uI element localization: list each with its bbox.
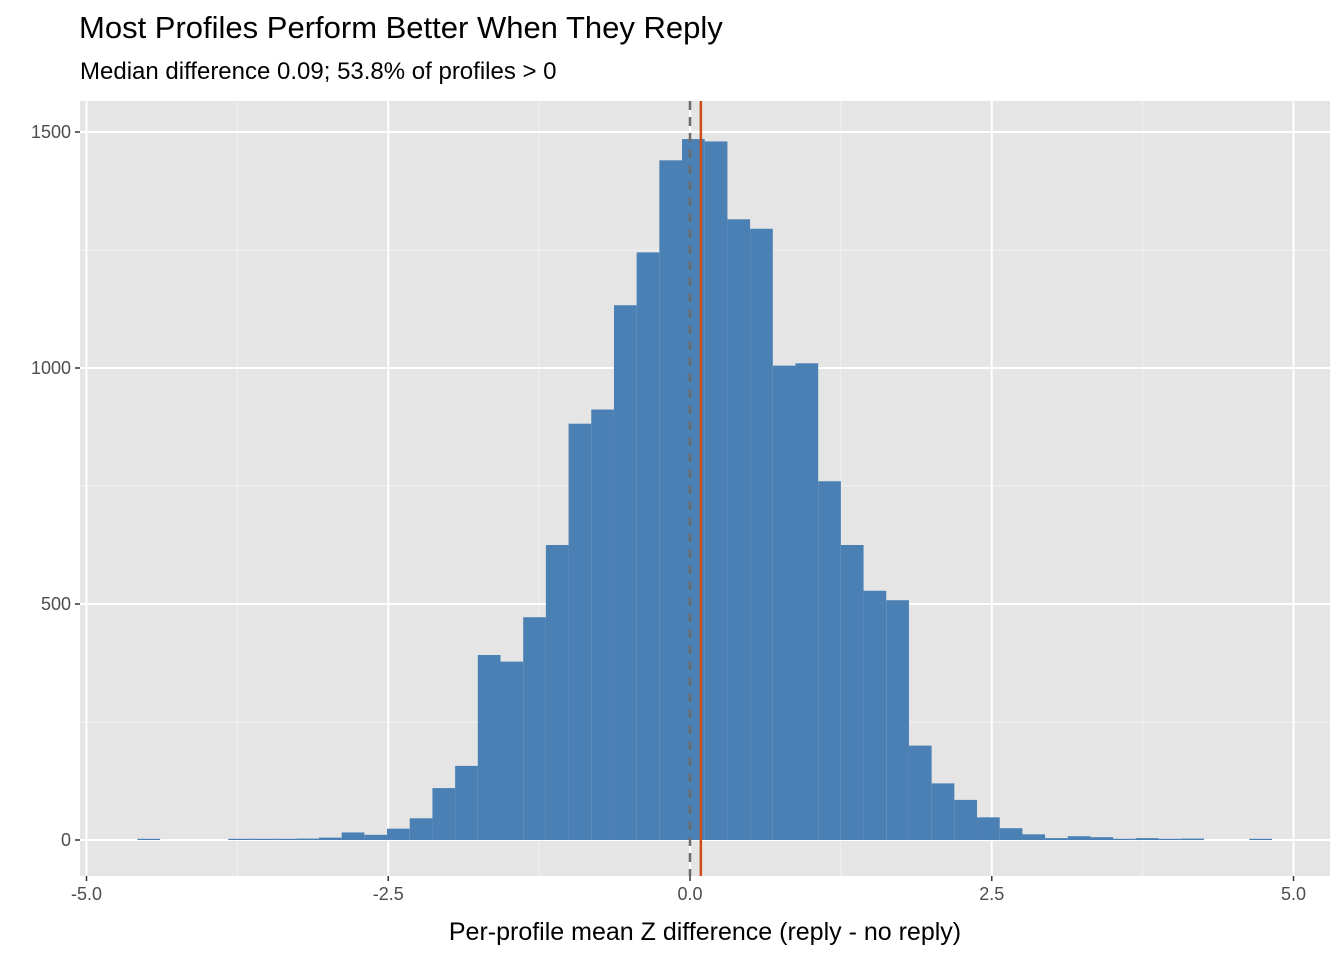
y-tick-label: 0 — [61, 830, 71, 850]
histogram-bar — [568, 423, 592, 840]
histogram-bar — [137, 838, 161, 840]
histogram-bar — [1249, 838, 1273, 840]
histogram-bar — [477, 654, 501, 840]
histogram-bar — [772, 365, 796, 840]
x-tick-label: 2.5 — [979, 884, 1004, 904]
histogram-bar — [545, 545, 569, 840]
histogram-bar — [795, 363, 819, 840]
chart-title: Most Profiles Perform Better When They R… — [79, 10, 723, 45]
y-tick-label: 1000 — [31, 358, 71, 378]
x-tick-label: 5.0 — [1281, 884, 1306, 904]
histogram-bar — [613, 305, 637, 840]
histogram-bar — [863, 590, 887, 840]
histogram-bar — [636, 252, 660, 841]
histogram-bar — [1181, 838, 1204, 840]
histogram-bar — [750, 228, 773, 840]
histogram-bar — [432, 788, 456, 840]
y-tick-label: 500 — [41, 594, 71, 614]
histogram-bar — [1045, 838, 1068, 840]
x-tick-label: -5.0 — [71, 884, 102, 904]
histogram-bar — [409, 818, 433, 840]
histogram-bar — [1158, 838, 1182, 840]
histogram-bar — [1022, 834, 1046, 840]
reference-lines — [688, 101, 703, 876]
histogram-bar — [341, 832, 365, 840]
histogram-bar — [591, 409, 614, 840]
histogram-bar — [364, 834, 388, 840]
histogram-bar — [500, 661, 524, 840]
x-tick-label: 0.0 — [677, 884, 702, 904]
histogram-bar — [886, 600, 909, 840]
y-tick-label: 1500 — [31, 122, 71, 142]
histogram-bar — [818, 481, 841, 840]
histogram-bar — [727, 219, 751, 840]
histogram-bar — [1067, 836, 1091, 840]
chart-subtitle: Median difference 0.09; 53.8% of profile… — [80, 58, 557, 85]
histogram-bar — [954, 799, 978, 840]
histogram-bar — [455, 765, 478, 840]
histogram-bar — [387, 828, 410, 840]
x-tick-label: -2.5 — [373, 884, 404, 904]
histogram-bar — [999, 828, 1023, 840]
histogram-bar — [840, 545, 864, 840]
histogram-bar — [908, 745, 932, 840]
histogram-bar — [250, 838, 274, 840]
histogram-bars — [137, 139, 1273, 841]
axes: -5.0 -2.5 0.0 2.5 5.0 0 500 1000 1500 — [31, 122, 1306, 904]
histogram-bar — [682, 139, 705, 840]
histogram-bar — [318, 837, 342, 840]
histogram-bar — [1135, 838, 1159, 840]
histogram-bar — [659, 160, 683, 840]
histogram-bar — [1113, 838, 1136, 840]
histogram-bar — [977, 817, 1000, 840]
histogram-bar — [523, 617, 546, 840]
x-axis-label: Per-profile mean Z difference (reply - n… — [449, 918, 961, 946]
histogram-bar — [1090, 837, 1114, 840]
histogram-bar — [704, 141, 728, 840]
histogram-bar — [273, 838, 297, 840]
histogram-bar — [931, 783, 955, 840]
histogram-bar — [228, 838, 251, 840]
histogram-bar — [296, 838, 319, 840]
